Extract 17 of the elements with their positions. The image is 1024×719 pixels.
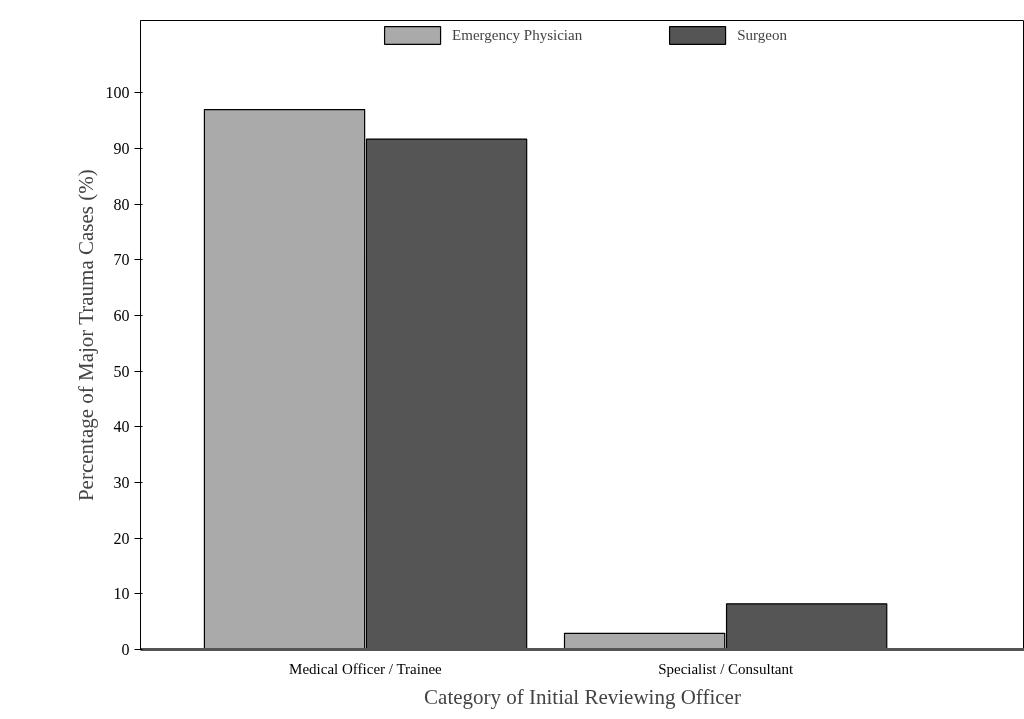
x-tick-label: Specialist / Consultant <box>658 660 794 677</box>
y-tick-label: 40 <box>113 418 130 436</box>
y-tick-label: 60 <box>113 307 130 325</box>
y-tick-label: 0 <box>121 641 130 658</box>
y-tick-label: 30 <box>113 474 130 492</box>
y-tick-label: 90 <box>113 140 130 158</box>
legend-label: Emergency Physician <box>452 25 583 45</box>
y-tick-label: 20 <box>113 529 130 547</box>
y-tick-label: 50 <box>113 362 130 380</box>
y-tick-label: 100 <box>105 84 130 102</box>
y-axis-title: Percentage of Major Trauma Cases (%) <box>73 169 98 502</box>
y-tick-label: 70 <box>113 251 130 269</box>
legend-label: Surgeon <box>737 25 787 45</box>
x-axis-title: Category of Initial Reviewing Officer <box>424 684 741 709</box>
y-tick-label: 80 <box>113 195 130 213</box>
y-tick-label: 10 <box>113 585 130 603</box>
x-tick-label: Medical Officer / Trainee <box>289 660 443 677</box>
